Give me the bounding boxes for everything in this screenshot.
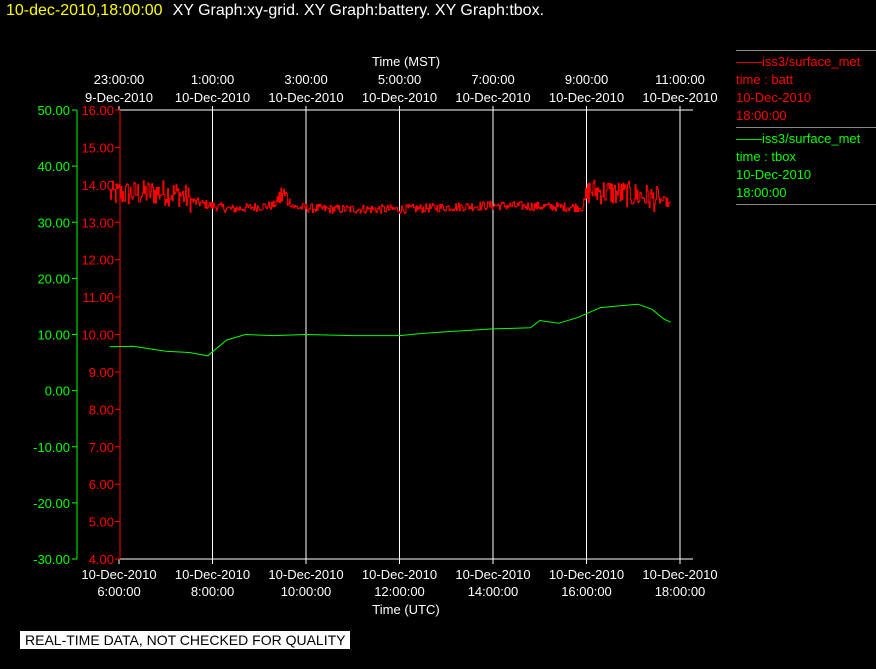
top-tick-date: 10-Dec-2010 xyxy=(642,90,717,105)
top-tick-time: 3:00:00 xyxy=(284,72,327,87)
left-y-tick-label: 20.00 xyxy=(37,271,70,286)
right-y-tick-label: 9.00 xyxy=(89,365,114,380)
left-y-tick-label: -30.00 xyxy=(33,552,70,567)
right-y-tick-label: 13.00 xyxy=(81,215,114,230)
top-tick-time: 9:00:00 xyxy=(565,72,608,87)
title-timestamp: 10-dec-2010,18:00:00 xyxy=(6,2,163,19)
left-y-tick-label: 40.00 xyxy=(37,159,70,174)
top-tick-date: 9-Dec-2010 xyxy=(85,90,153,105)
quality-notice: REAL-TIME DATA, NOT CHECKED FOR QUALITY xyxy=(20,631,351,649)
series-line-batt xyxy=(109,179,672,214)
right-y-tick-label: 7.00 xyxy=(89,440,114,455)
top-tick-date: 10-Dec-2010 xyxy=(455,90,530,105)
axis-layer: 10-Dec-2010 6:00:00 23:00:00 9-Dec-2010 10-D… xyxy=(33,72,717,599)
legend-entry-batt: ——iss3/surface_met time : batt 10-Dec-20… xyxy=(736,50,876,127)
legend-tbox-source: ——iss3/surface_met xyxy=(736,131,861,146)
title-graph-list: XY Graph:xy-grid. XY Graph:battery. XY G… xyxy=(172,2,545,19)
right-y-tick-label: 5.00 xyxy=(89,515,114,530)
top-tick-time: 11:00:00 xyxy=(655,72,705,87)
top-axis-label: Time (MST) xyxy=(372,54,440,69)
right-y-tick-label: 6.00 xyxy=(89,477,114,492)
left-y-tick-label: -20.00 xyxy=(33,496,70,511)
top-tick-time: 7:00:00 xyxy=(471,72,514,87)
bottom-tick-date: 10-Dec-2010 xyxy=(549,567,624,582)
top-tick-time: 1:00:00 xyxy=(191,72,234,87)
bottom-tick-date: 10-Dec-2010 xyxy=(268,567,343,582)
top-tick-time: 23:00:00 xyxy=(94,72,145,87)
legend: ——iss3/surface_met time : batt 10-Dec-20… xyxy=(736,50,876,205)
bottom-tick-time: 14:00:00 xyxy=(468,584,519,599)
grid-layer xyxy=(212,110,681,559)
legend-tbox-variable: time : tbox xyxy=(736,149,796,164)
bottom-axis-label: Time (UTC) xyxy=(372,602,439,617)
bottom-tick-date: 10-Dec-2010 xyxy=(642,567,717,582)
legend-tbox-time: 18:00:00 xyxy=(736,185,787,200)
left-y-tick-label: 50.00 xyxy=(37,103,70,118)
right-y-tick-label: 8.00 xyxy=(89,402,114,417)
legend-batt-date: 10-Dec-2010 xyxy=(736,90,812,105)
series-layer xyxy=(109,179,672,357)
top-tick-date: 10-Dec-2010 xyxy=(362,90,437,105)
top-tick-time: 5:00:00 xyxy=(378,72,421,87)
bottom-tick-date: 10-Dec-2010 xyxy=(81,567,156,582)
top-tick-date: 10-Dec-2010 xyxy=(549,90,624,105)
right-y-tick-label: 10.00 xyxy=(81,328,114,343)
legend-tbox-date: 10-Dec-2010 xyxy=(736,167,812,182)
right-y-tick-label: 14.00 xyxy=(81,178,114,193)
bottom-tick-time: 12:00:00 xyxy=(374,584,425,599)
left-y-tick-label: 10.00 xyxy=(37,328,70,343)
right-y-tick-label: 4.00 xyxy=(89,552,114,567)
bottom-tick-time: 8:00:00 xyxy=(191,584,234,599)
left-y-tick-label: 0.00 xyxy=(45,384,70,399)
left-y-tick-label: 30.00 xyxy=(37,215,70,230)
right-y-tick-label: 12.00 xyxy=(81,253,114,268)
bottom-tick-date: 10-Dec-2010 xyxy=(455,567,530,582)
bottom-tick-date: 10-Dec-2010 xyxy=(362,567,437,582)
top-tick-date: 10-Dec-2010 xyxy=(175,90,250,105)
legend-batt-variable: time : batt xyxy=(736,72,794,87)
series-line-tbox xyxy=(109,303,671,357)
legend-batt-time: 18:00:00 xyxy=(736,108,787,123)
left-y-tick-label: -10.00 xyxy=(33,440,70,455)
right-y-tick-label: 15.00 xyxy=(81,140,114,155)
bottom-tick-time: 16:00:00 xyxy=(561,584,612,599)
legend-batt-source: ——iss3/surface_met xyxy=(736,54,861,69)
bottom-tick-time: 10:00:00 xyxy=(281,584,332,599)
right-y-tick-label: 16.00 xyxy=(81,103,114,118)
bottom-tick-time: 18:00:00 xyxy=(655,584,706,599)
bottom-tick-date: 10-Dec-2010 xyxy=(175,567,250,582)
right-y-tick-label: 11.00 xyxy=(82,290,114,305)
title-bar: 10-dec-2010,18:00:00 XY Graph:xy-grid. XY… xyxy=(6,2,544,20)
top-tick-date: 10-Dec-2010 xyxy=(268,90,343,105)
legend-entry-tbox: ——iss3/surface_met time : tbox 10-Dec-20… xyxy=(736,127,876,205)
bottom-tick-time: 6:00:00 xyxy=(97,584,140,599)
